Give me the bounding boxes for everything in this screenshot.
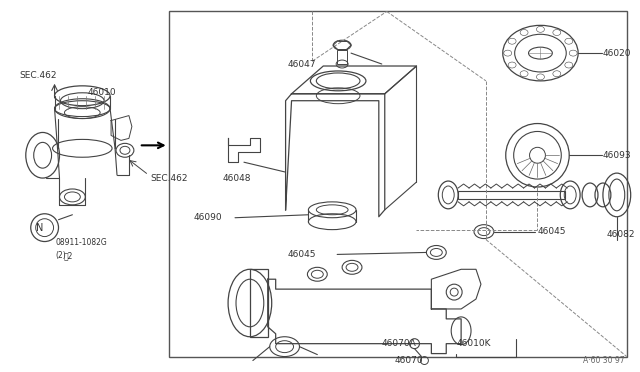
Bar bbox=[250, 269, 268, 337]
Text: 46045: 46045 bbox=[287, 250, 316, 259]
Bar bbox=[168, 12, 627, 357]
Text: 46020: 46020 bbox=[603, 49, 632, 58]
Text: 46048: 46048 bbox=[222, 174, 251, 183]
Text: 46093: 46093 bbox=[603, 151, 632, 160]
Text: 46070A: 46070A bbox=[382, 339, 417, 348]
Text: A·60 30 97: A·60 30 97 bbox=[583, 356, 625, 365]
Text: 08911-1082G: 08911-1082G bbox=[56, 238, 108, 247]
Text: 46045: 46045 bbox=[538, 227, 566, 236]
Text: 46047: 46047 bbox=[287, 60, 316, 68]
Text: 46082: 46082 bbox=[607, 230, 636, 239]
Text: N: N bbox=[36, 223, 44, 232]
Text: SEC.462: SEC.462 bbox=[151, 174, 188, 183]
Bar bbox=[337, 50, 347, 64]
Text: 46010: 46010 bbox=[87, 88, 116, 97]
Text: 46010K: 46010K bbox=[456, 339, 491, 348]
Text: (2): (2) bbox=[56, 251, 67, 260]
Bar bbox=[458, 191, 565, 199]
Text: SEC.462: SEC.462 bbox=[20, 71, 58, 80]
Text: 2: 2 bbox=[63, 251, 73, 260]
Text: 46090: 46090 bbox=[193, 213, 222, 222]
Text: 46070: 46070 bbox=[395, 356, 423, 365]
